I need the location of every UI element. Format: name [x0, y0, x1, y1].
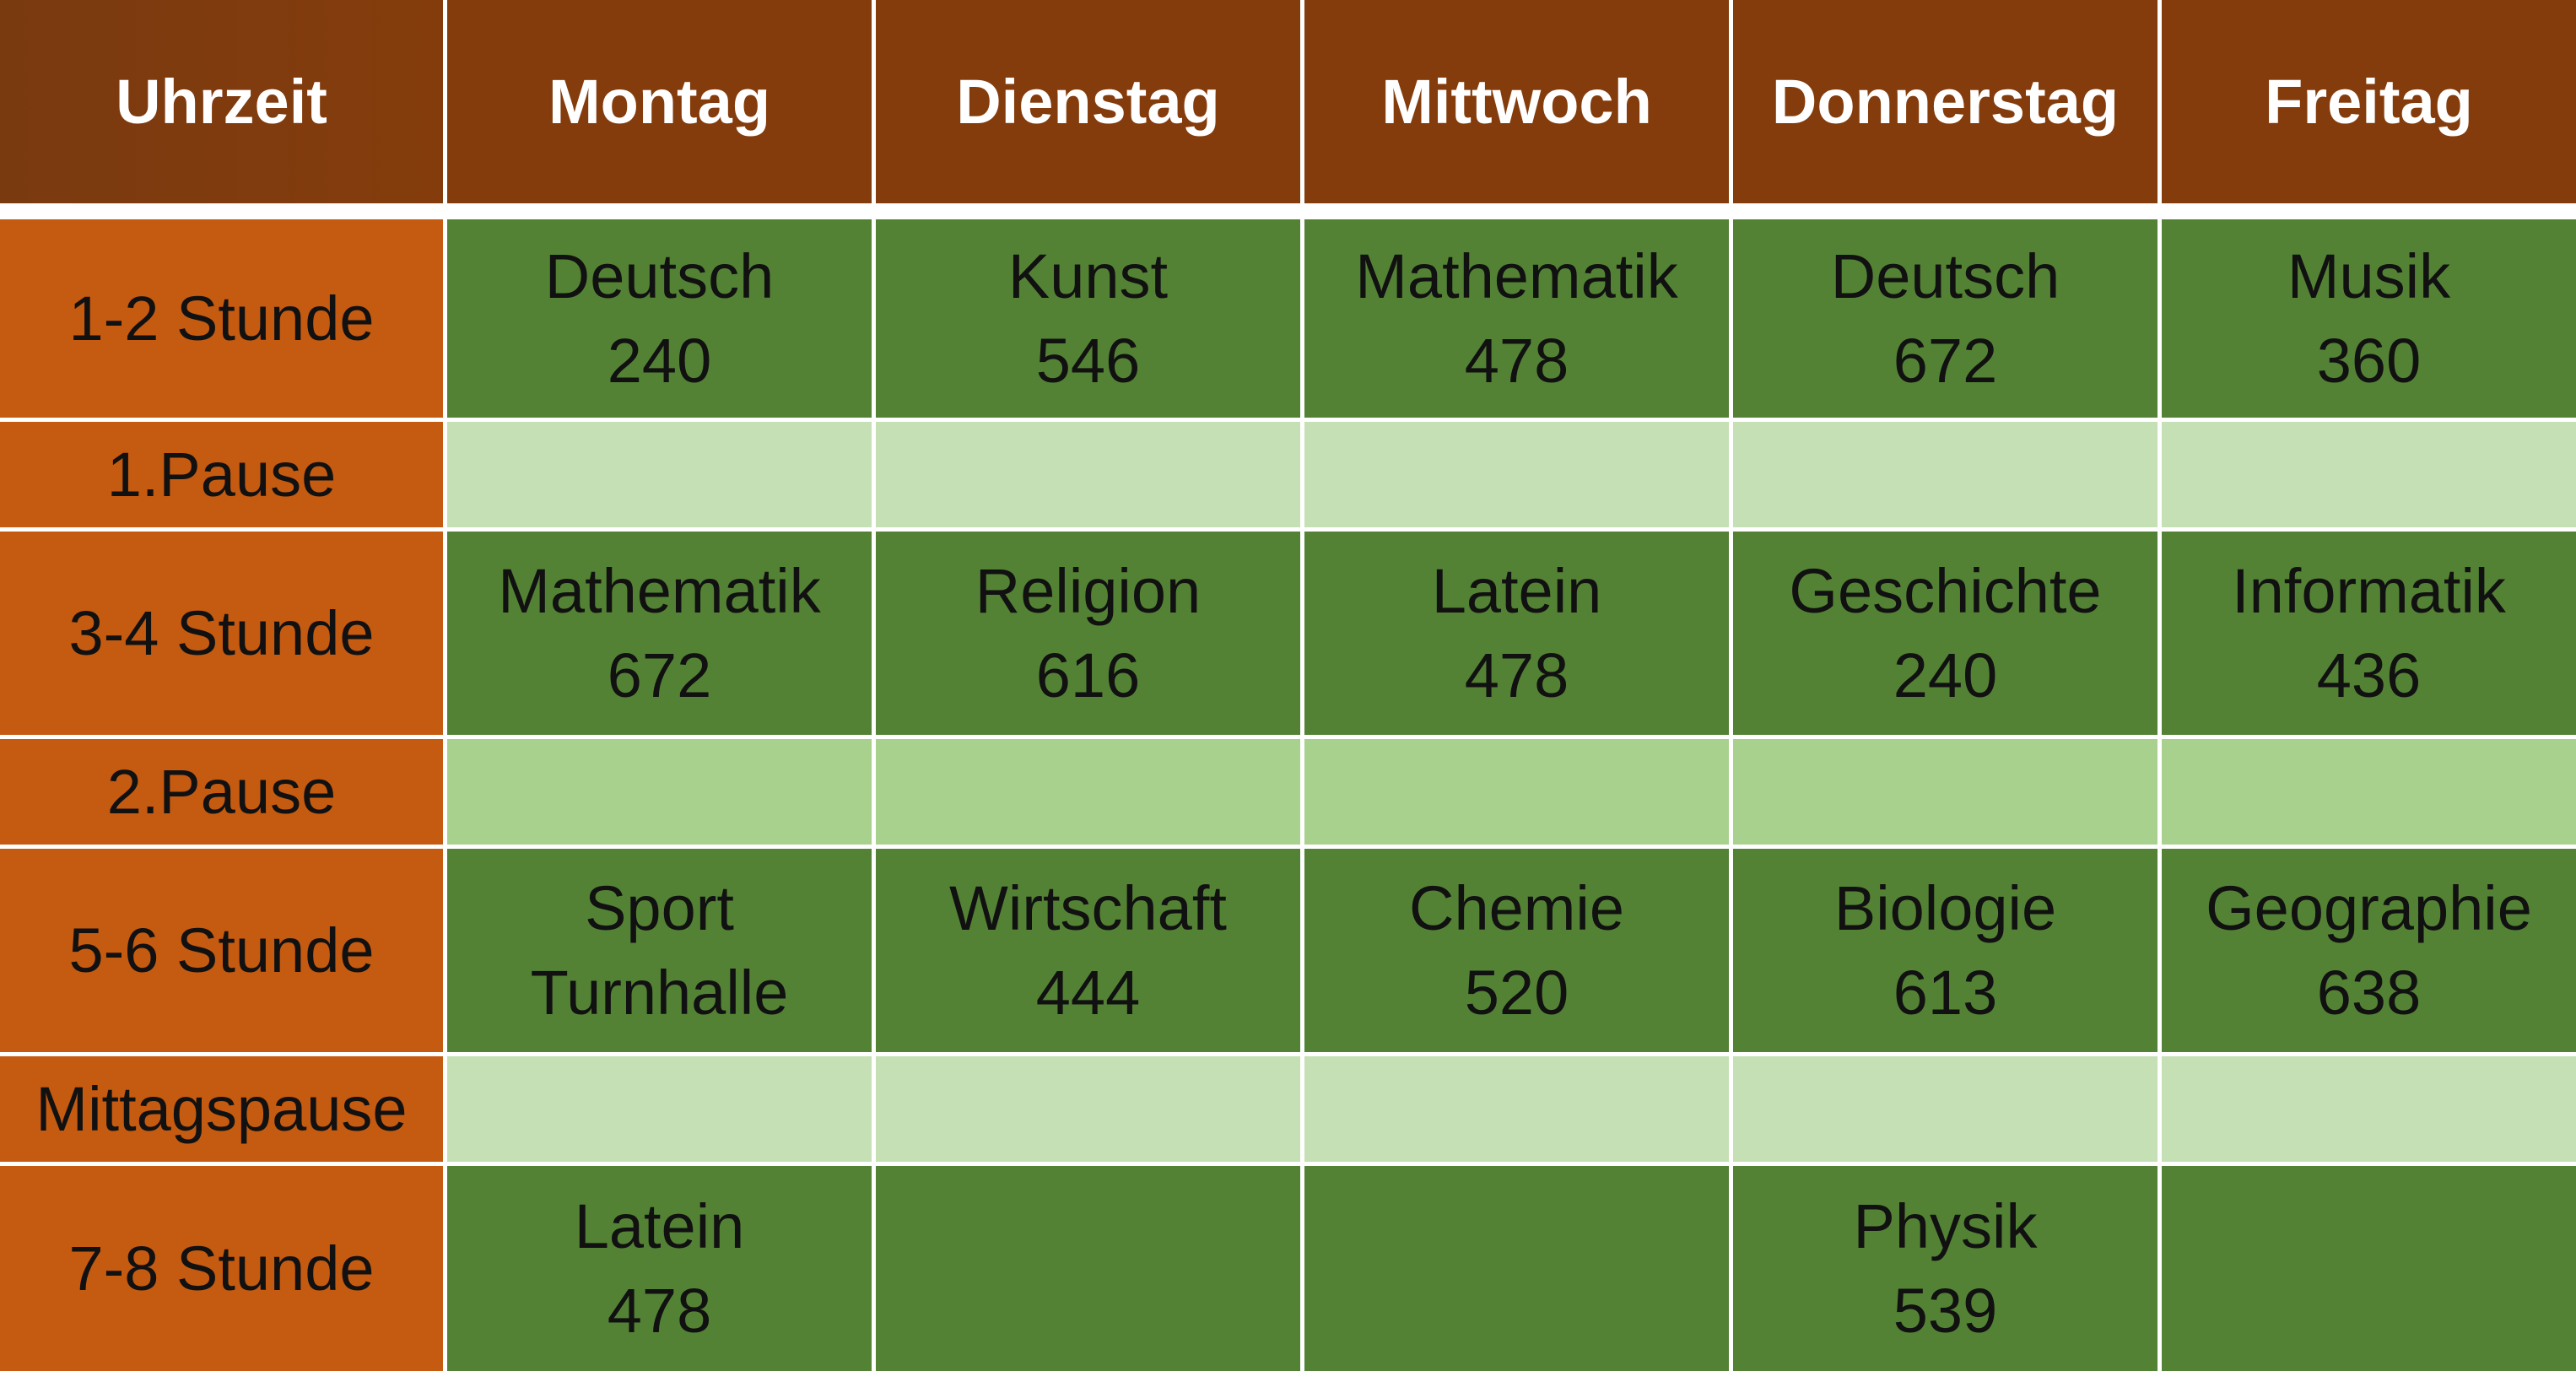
lesson-room: 546	[1035, 325, 1141, 396]
lesson-room: 478	[1464, 640, 1569, 710]
lesson-room: 539	[1893, 1275, 1998, 1346]
lesson-subject: Physik	[1853, 1190, 2038, 1261]
lesson-subject: Informatik	[2232, 555, 2506, 626]
pause-cell	[876, 739, 1304, 849]
lesson-cell	[2162, 1166, 2576, 1375]
lesson-room: 478	[607, 1275, 712, 1346]
lesson-cell: Deutsch 240	[447, 219, 876, 422]
pause-cell	[1733, 1056, 2162, 1166]
lesson-room: 478	[1464, 325, 1569, 396]
lesson-subject: Musik	[2287, 240, 2451, 311]
lesson-cell: Deutsch 672	[1733, 219, 2162, 422]
row-label-1-pause: 1.Pause	[0, 422, 447, 532]
header-mittwoch: Mittwoch	[1304, 0, 1733, 208]
lesson-subject: Wirtschaft	[949, 872, 1227, 943]
row-label-mittagspause: Mittagspause	[0, 1056, 447, 1166]
pause-cell	[447, 1056, 876, 1166]
lesson-room: 240	[607, 325, 712, 396]
lesson-subject: Chemie	[1409, 872, 1624, 943]
pause-cell	[2162, 1056, 2576, 1166]
lesson-cell	[1304, 1166, 1733, 1375]
pause-cell	[1733, 422, 2162, 532]
lesson-room: 613	[1893, 957, 1998, 1028]
pause-cell	[2162, 422, 2576, 532]
lesson-room: 672	[1893, 325, 1998, 396]
lesson-subject: Kunst	[1007, 240, 1169, 311]
lesson-subject: Deutsch	[1830, 240, 2060, 311]
lesson-cell: Mathematik 478	[1304, 219, 1733, 422]
pause-cell	[1733, 739, 2162, 849]
lesson-subject: Latein	[1431, 555, 1602, 626]
lesson-room: 436	[2316, 640, 2422, 710]
lesson-subject: Religion	[975, 555, 1202, 626]
pause-cell	[447, 422, 876, 532]
header-dienstag: Dienstag	[876, 0, 1304, 208]
lesson-room: 444	[1035, 957, 1141, 1028]
header-freitag: Freitag	[2162, 0, 2576, 208]
lesson-subject: Deutsch	[544, 240, 775, 311]
lesson-room: Turnhalle	[530, 957, 789, 1028]
header-donnerstag: Donnerstag	[1733, 0, 2162, 208]
row-label-2-pause: 2.Pause	[0, 739, 447, 849]
lesson-room: 638	[2316, 957, 2422, 1028]
lesson-cell	[876, 1166, 1304, 1375]
lesson-cell: Wirtschaft 444	[876, 849, 1304, 1056]
pause-cell	[1304, 739, 1733, 849]
lesson-cell: Biologie 613	[1733, 849, 2162, 1056]
lesson-cell: Physik 539	[1733, 1166, 2162, 1375]
lesson-subject: Mathematik	[1355, 240, 1678, 311]
pause-cell	[876, 1056, 1304, 1166]
lesson-subject: Latein	[574, 1190, 745, 1261]
pause-cell	[876, 422, 1304, 532]
pause-cell	[1304, 422, 1733, 532]
lesson-room: 240	[1893, 640, 1998, 710]
lesson-room: 616	[1035, 640, 1141, 710]
lesson-cell: Kunst 546	[876, 219, 1304, 422]
pause-cell	[2162, 739, 2576, 849]
row-label-5-6-stunde: 5-6 Stunde	[0, 849, 447, 1056]
lesson-cell: Informatik 436	[2162, 532, 2576, 739]
row-label-7-8-stunde: 7-8 Stunde	[0, 1166, 447, 1375]
lesson-subject: Sport	[585, 872, 734, 943]
lesson-cell: Musik 360	[2162, 219, 2576, 422]
lesson-cell: Latein 478	[1304, 532, 1733, 739]
row-label-1-2-stunde: 1-2 Stunde	[0, 219, 447, 422]
lesson-room: 520	[1464, 957, 1569, 1028]
row-label-3-4-stunde: 3-4 Stunde	[0, 532, 447, 739]
lesson-room: 360	[2316, 325, 2422, 396]
lesson-cell: Geschichte 240	[1733, 532, 2162, 739]
pause-cell	[1304, 1056, 1733, 1166]
pause-cell	[447, 739, 876, 849]
lesson-cell: Religion 616	[876, 532, 1304, 739]
header-uhrzeit: Uhrzeit	[0, 0, 447, 208]
lesson-cell: Sport Turnhalle	[447, 849, 876, 1056]
lesson-subject: Biologie	[1833, 872, 2057, 943]
lesson-subject: Geographie	[2206, 872, 2532, 943]
lesson-cell: Geographie 638	[2162, 849, 2576, 1056]
header-separator	[0, 208, 2576, 219]
lesson-cell: Chemie 520	[1304, 849, 1733, 1056]
header-montag: Montag	[447, 0, 876, 208]
lesson-subject: Geschichte	[1789, 555, 2102, 626]
lesson-subject: Mathematik	[498, 555, 821, 626]
lesson-cell: Latein 478	[447, 1166, 876, 1375]
lesson-cell: Mathematik 672	[447, 532, 876, 739]
lesson-room: 672	[607, 640, 712, 710]
